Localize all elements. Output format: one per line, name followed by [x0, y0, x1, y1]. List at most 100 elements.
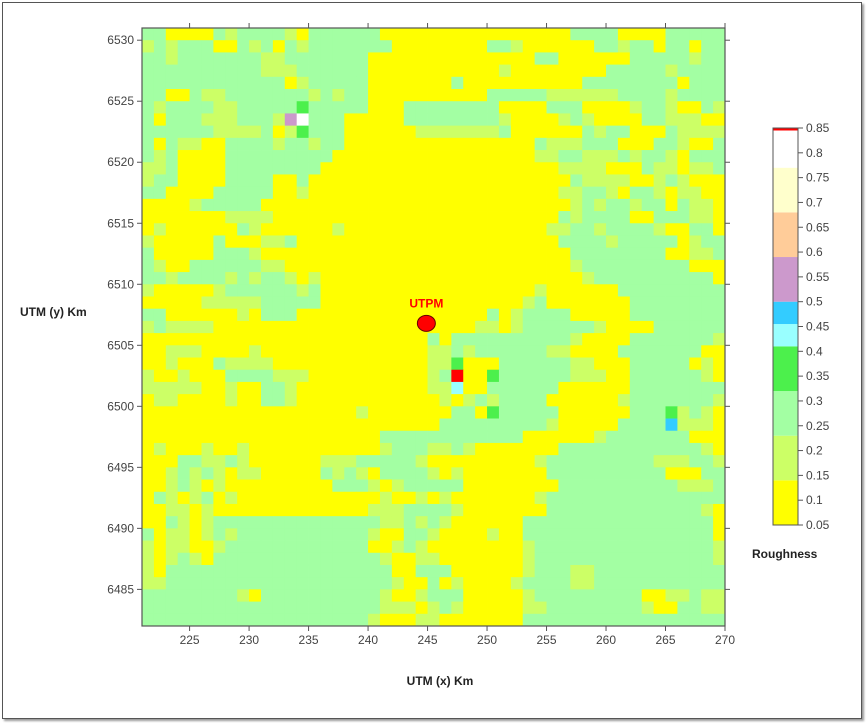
raster-cell [272, 101, 286, 114]
raster-cell [165, 272, 179, 285]
raster-cell [498, 455, 512, 468]
raster-cell [641, 406, 655, 419]
raster-cell [344, 564, 357, 578]
raster-cell [177, 333, 190, 346]
raster-cell [165, 101, 179, 114]
raster-cell [320, 89, 333, 102]
raster-cell [558, 28, 571, 41]
raster-cell [594, 76, 607, 90]
raster-cell [427, 52, 440, 66]
raster-cell [713, 174, 726, 188]
raster-cell [510, 442, 524, 456]
raster-cell [332, 40, 345, 53]
raster-cell [617, 442, 631, 456]
raster-cell [606, 211, 619, 224]
raster-cell [403, 467, 417, 480]
raster-cell [522, 369, 536, 383]
raster-cell [415, 418, 428, 432]
raster-cell [677, 564, 690, 578]
raster-cell [272, 381, 286, 395]
raster-cell [606, 479, 619, 493]
raster-cell [225, 589, 238, 602]
raster-cell [606, 64, 619, 78]
raster-cell [296, 137, 309, 151]
raster-cell [463, 223, 476, 236]
raster-cell [701, 174, 714, 188]
raster-cell [249, 381, 262, 395]
raster-cell [701, 76, 714, 90]
raster-cell [653, 345, 666, 358]
raster-cell [284, 345, 298, 358]
raster-cell [570, 272, 583, 285]
raster-cell [332, 552, 345, 566]
raster-cell [177, 455, 190, 468]
raster-cell [368, 540, 381, 554]
raster-cell [617, 589, 631, 602]
raster-cell [594, 296, 607, 310]
raster-cell [534, 174, 547, 188]
raster-cell [213, 589, 226, 602]
raster-cell [320, 467, 333, 480]
colorbar-band [773, 167, 798, 213]
raster-cell [594, 540, 607, 554]
raster-cell [665, 345, 678, 358]
raster-cell [260, 589, 274, 602]
raster-cell [594, 381, 607, 395]
raster-cell [415, 247, 428, 261]
raster-cell [498, 577, 512, 590]
raster-cell [213, 89, 226, 102]
raster-cell [546, 223, 559, 236]
raster-cell [165, 198, 179, 212]
raster-cell [165, 125, 179, 139]
raster-cell [689, 406, 702, 419]
raster-cell [320, 64, 333, 78]
raster-cell [177, 467, 190, 480]
raster-cell [558, 503, 571, 517]
raster-cell [463, 28, 476, 41]
raster-cell [379, 284, 393, 297]
raster-cell [617, 564, 631, 578]
raster-cell [237, 284, 250, 297]
raster-cell [415, 491, 428, 505]
raster-cell [213, 162, 226, 175]
raster-cell [487, 320, 500, 334]
raster-cell [665, 467, 678, 480]
raster-cell [463, 211, 476, 224]
raster-cell [308, 247, 321, 261]
raster-cell [546, 235, 559, 249]
raster-cell [296, 345, 309, 358]
raster-cell [689, 577, 702, 590]
raster-cell [653, 113, 666, 127]
raster-cell [201, 101, 214, 114]
raster-cell [546, 211, 559, 224]
raster-cell [249, 113, 262, 127]
raster-cell [225, 113, 238, 127]
raster-cell [368, 503, 381, 517]
raster-cell [558, 467, 571, 480]
raster-cell [225, 137, 238, 151]
raster-cell [332, 272, 345, 285]
y-tick-label: 6510 [107, 277, 134, 291]
raster-cell [296, 150, 309, 163]
raster-cell [260, 430, 274, 444]
raster-cell [427, 40, 440, 53]
raster-cell [296, 162, 309, 175]
raster-cell [368, 52, 381, 66]
raster-cell [606, 540, 619, 554]
raster-cell [689, 357, 702, 371]
raster-cell [356, 577, 369, 590]
raster-cell [606, 552, 619, 566]
raster-cell [296, 223, 309, 236]
raster-cell [558, 284, 571, 297]
raster-cell [582, 333, 595, 346]
raster-cell [201, 52, 214, 66]
raster-cell [701, 613, 714, 627]
raster-cell [379, 345, 393, 358]
raster-cell [344, 516, 357, 529]
raster-cell [487, 174, 500, 188]
raster-cell [558, 430, 571, 444]
raster-cell [177, 113, 190, 127]
raster-cell [415, 516, 428, 529]
raster-cell [463, 577, 476, 590]
raster-cell [332, 528, 345, 541]
